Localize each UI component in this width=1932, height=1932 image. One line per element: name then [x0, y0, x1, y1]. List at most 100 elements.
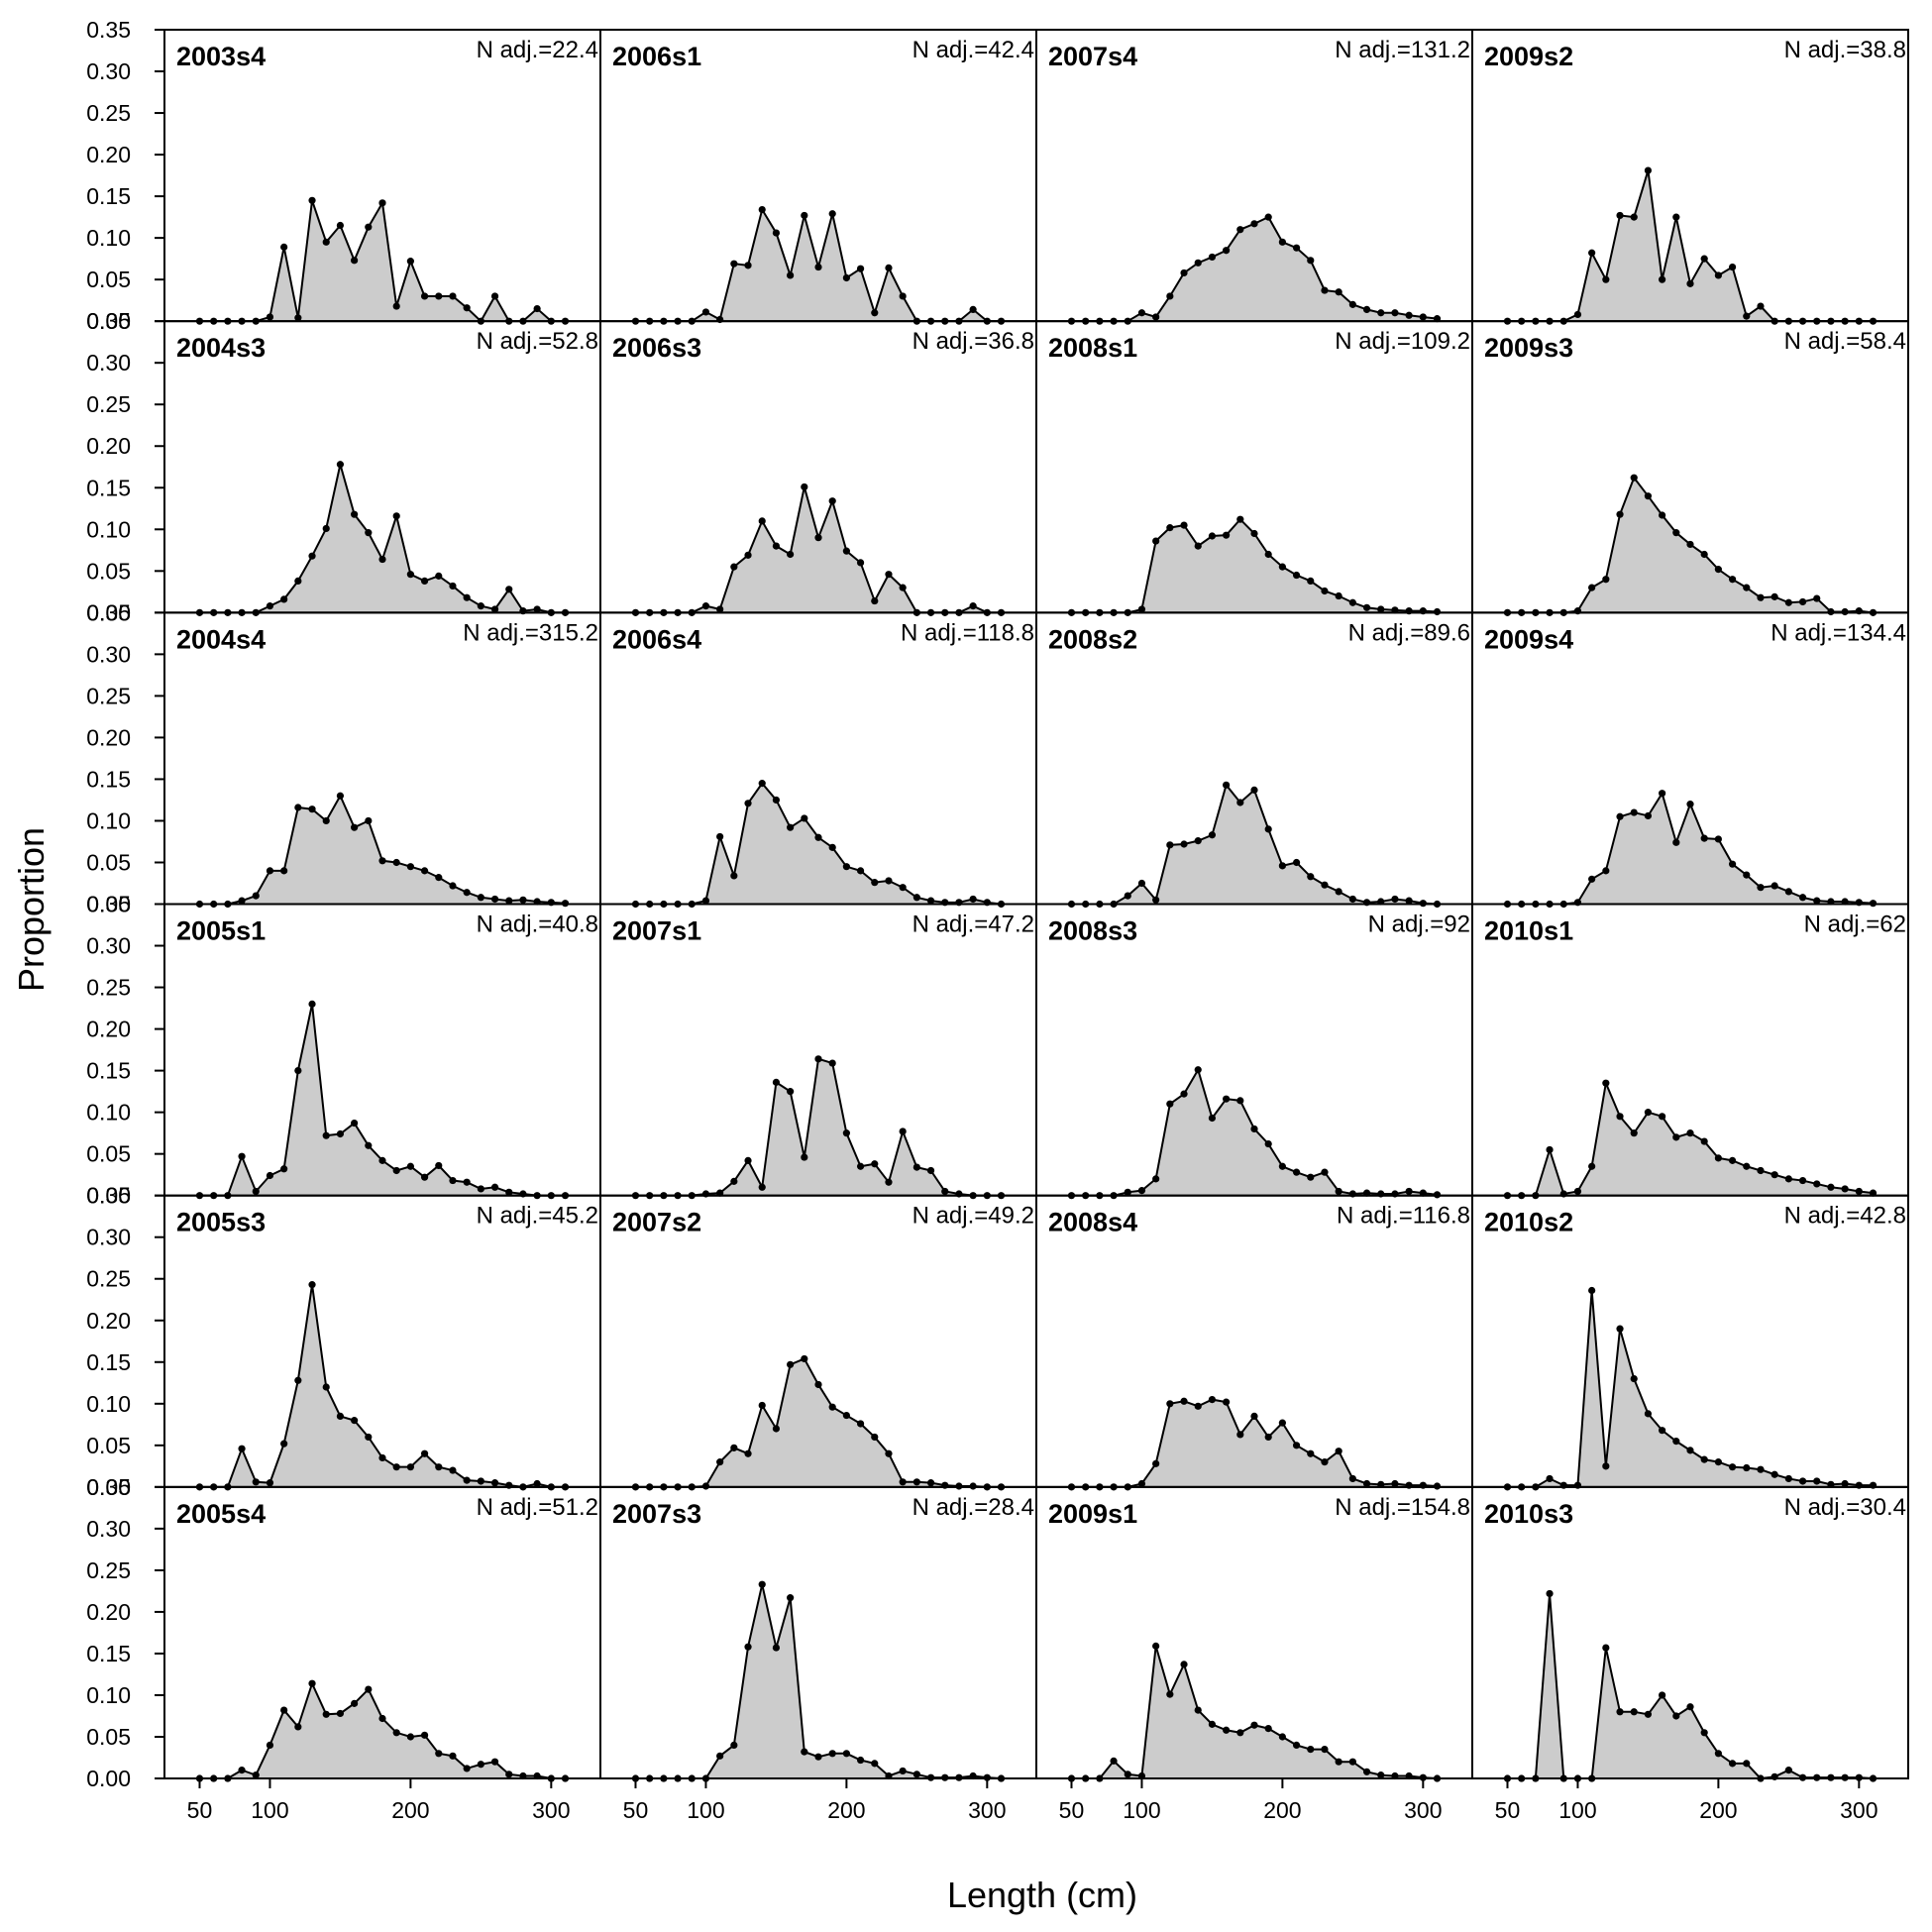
panel-title: 2008s2	[1048, 624, 1137, 654]
data-point	[435, 1750, 443, 1758]
data-point	[1236, 799, 1244, 806]
data-point	[1798, 894, 1807, 902]
data-point	[1335, 1448, 1342, 1455]
panel-n-label: N adj.=116.8	[1337, 1203, 1470, 1230]
data-point	[969, 305, 977, 314]
data-point	[1855, 1187, 1863, 1196]
data-point	[1644, 166, 1653, 174]
data-point	[1166, 1690, 1174, 1698]
area-fill	[1071, 519, 1438, 613]
panel-title: 2009s3	[1484, 333, 1573, 363]
y-tick-label: 0.00	[86, 892, 131, 917]
y-axis-title: Proportion	[11, 827, 52, 992]
data-point	[1250, 1721, 1258, 1729]
x-tick-label: 300	[1404, 1797, 1442, 1823]
panel-title: 2006s3	[612, 333, 701, 363]
data-point	[1784, 1175, 1792, 1183]
data-point	[1264, 213, 1272, 221]
data-point	[828, 1059, 836, 1067]
data-point	[378, 1156, 386, 1164]
data-point	[392, 302, 400, 310]
data-point	[1644, 1109, 1653, 1117]
data-point	[1743, 584, 1751, 591]
panel-n-label: N adj.=134.4	[1771, 619, 1906, 646]
data-point	[828, 843, 836, 851]
data-point	[1743, 312, 1751, 320]
x-tick-label: 50	[187, 1797, 213, 1823]
data-point	[1166, 292, 1174, 300]
data-point	[1223, 781, 1231, 789]
data-point	[1137, 1479, 1146, 1488]
data-point	[744, 1449, 752, 1457]
area-fill	[199, 200, 566, 322]
data-point	[351, 1119, 359, 1127]
data-point	[435, 1463, 443, 1471]
data-point	[1686, 540, 1694, 549]
data-point	[1208, 253, 1217, 262]
data-point	[856, 1420, 865, 1428]
data-point	[758, 780, 766, 788]
data-point	[926, 897, 935, 905]
data-point	[449, 582, 457, 590]
data-point	[814, 1380, 822, 1389]
data-point	[1180, 840, 1188, 848]
panel-title: 2008s4	[1048, 1208, 1137, 1237]
data-point	[1573, 1187, 1582, 1196]
data-point	[730, 1741, 738, 1750]
data-point	[1166, 1400, 1174, 1408]
data-point	[322, 816, 330, 825]
data-point	[828, 1403, 836, 1411]
data-point	[490, 1479, 499, 1487]
data-point	[912, 1771, 920, 1778]
data-point	[1307, 1746, 1315, 1754]
panel-n-label: N adj.=47.2	[912, 912, 1034, 938]
x-axis: 50 100 200 300 50 100 200 300 50 100 200 300 50 100 20…	[187, 1778, 1878, 1823]
data-point	[477, 1477, 484, 1485]
y-tick-label: 0.15	[86, 766, 131, 792]
panel-n-label: N adj.=38.8	[1784, 37, 1906, 63]
data-point	[1644, 1410, 1653, 1418]
x-axis-col-2: 50 100 200 300	[623, 1778, 1007, 1823]
y-tick-label: 0.20	[86, 1308, 131, 1334]
series-line	[635, 1583, 1002, 1780]
area-fill	[199, 1004, 566, 1196]
data-point	[308, 1000, 316, 1008]
panel-n-label: N adj.=30.4	[1784, 1494, 1906, 1521]
data-point	[266, 313, 274, 321]
data-point	[1784, 1474, 1792, 1483]
data-point	[406, 258, 414, 266]
data-point	[1813, 594, 1821, 602]
data-point	[787, 1594, 795, 1602]
data-point	[1250, 786, 1258, 794]
y-tick-label: 0.30	[86, 641, 131, 667]
panel-title: 2005s4	[176, 1499, 266, 1529]
data-point	[856, 867, 865, 875]
panel-2007s4: 2007s4 N adj.=131.2	[1035, 29, 1473, 325]
data-point	[1743, 1760, 1751, 1768]
panel-2006s3: 2006s3 N adj.=36.8	[599, 320, 1037, 616]
y-tick-label: 0.00	[86, 599, 131, 625]
x-tick-label: 50	[1495, 1797, 1521, 1823]
data-point	[1771, 1171, 1778, 1179]
data-point	[1700, 834, 1708, 842]
panel-n-label: N adj.=45.2	[477, 1203, 598, 1230]
panel-title: 2006s4	[612, 624, 701, 654]
data-point	[1223, 1726, 1231, 1734]
data-point	[449, 1176, 457, 1185]
data-point	[1278, 1162, 1286, 1170]
panel-n-label: N adj.=62	[1804, 912, 1906, 938]
data-point	[1335, 888, 1342, 896]
data-point	[322, 1710, 330, 1718]
panel-title: 2005s3	[176, 1208, 266, 1237]
data-point	[280, 243, 288, 251]
data-point	[351, 1417, 359, 1425]
y-tick-label: 0.35	[86, 1183, 131, 1209]
y-axis-row-5: 0.00 0.05 0.10 0.15 0.20 0.25 0.30 0.35	[86, 1183, 164, 1500]
y-tick-label: 0.35	[86, 308, 131, 334]
data-point	[1152, 896, 1160, 904]
data-point	[1362, 1768, 1371, 1775]
x-tick-label: 200	[391, 1797, 429, 1823]
data-point	[1208, 1395, 1217, 1404]
y-tick-label: 0.10	[86, 1100, 131, 1126]
data-point	[1335, 288, 1342, 296]
